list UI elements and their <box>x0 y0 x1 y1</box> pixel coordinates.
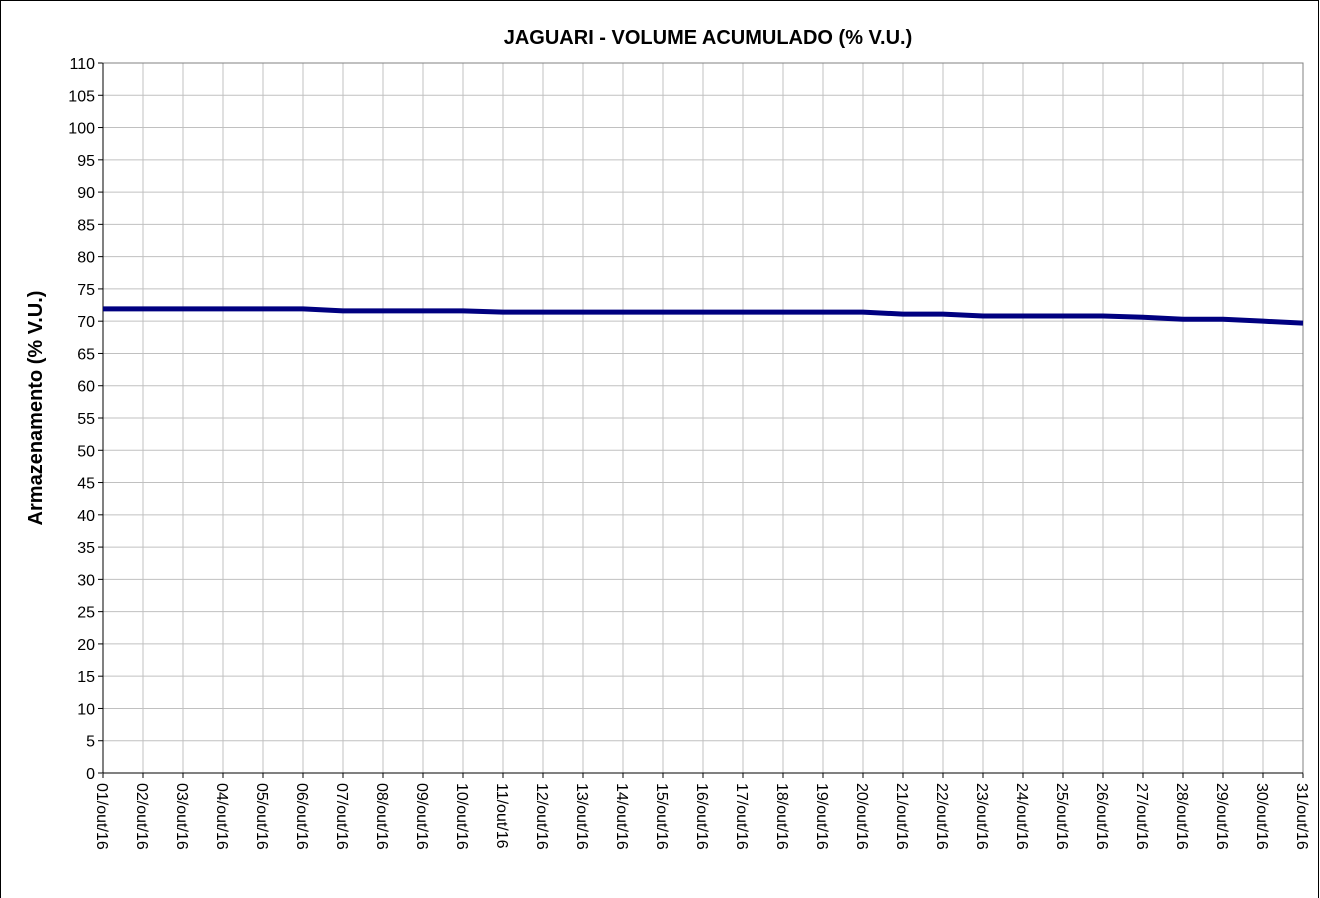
y-tick-label: 55 <box>77 411 95 428</box>
x-tick-label: 16/out/16 <box>693 783 710 850</box>
x-tick-label: 31/out/16 <box>1293 783 1310 850</box>
x-tick-label: 08/out/16 <box>373 783 390 850</box>
y-tick-label: 45 <box>77 476 95 493</box>
y-tick-label: 80 <box>77 250 95 267</box>
x-tick-label: 13/out/16 <box>573 783 590 850</box>
y-tick-label: 25 <box>77 605 95 622</box>
x-tick-label: 18/out/16 <box>773 783 790 850</box>
y-tick-label: 15 <box>77 669 95 686</box>
y-tick-label: 5 <box>86 734 95 751</box>
x-tick-label: 07/out/16 <box>333 783 350 850</box>
y-tick-label: 10 <box>77 701 95 718</box>
x-tick-label: 21/out/16 <box>893 783 910 850</box>
x-tick-label: 09/out/16 <box>413 783 430 850</box>
x-tick-label: 26/out/16 <box>1093 783 1110 850</box>
x-tick-label: 12/out/16 <box>533 783 550 850</box>
y-tick-label: 65 <box>77 346 95 363</box>
x-tick-label: 19/out/16 <box>813 783 830 850</box>
chart-title: JAGUARI - VOLUME ACUMULADO (% V.U.) <box>504 27 913 49</box>
x-tick-label: 25/out/16 <box>1053 783 1070 850</box>
x-tick-label: 03/out/16 <box>173 783 190 850</box>
y-tick-label: 50 <box>77 443 95 460</box>
y-tick-label: 110 <box>69 56 95 73</box>
x-tick-label: 04/out/16 <box>213 783 230 850</box>
x-tick-label: 22/out/16 <box>933 783 950 850</box>
y-tick-label: 60 <box>77 379 95 396</box>
y-tick-label: 105 <box>68 88 95 105</box>
y-tick-label: 90 <box>77 185 95 202</box>
y-tick-label: 75 <box>77 282 95 299</box>
x-tick-label: 05/out/16 <box>253 783 270 850</box>
y-axis-label: Armazenamento (% V.U.) <box>25 291 47 526</box>
x-tick-label: 27/out/16 <box>1133 783 1150 850</box>
y-tick-label: 30 <box>77 572 95 589</box>
y-tick-label: 0 <box>86 766 95 783</box>
x-tick-label: 06/out/16 <box>293 783 310 850</box>
x-tick-label: 28/out/16 <box>1173 783 1190 850</box>
y-tick-label: 85 <box>77 217 95 234</box>
y-tick-label: 40 <box>77 508 95 525</box>
y-tick-label: 95 <box>77 153 95 170</box>
x-tick-label: 24/out/16 <box>1013 783 1030 850</box>
x-tick-label: 10/out/16 <box>453 783 470 850</box>
x-tick-label: 29/out/16 <box>1213 783 1230 850</box>
x-tick-label: 14/out/16 <box>613 783 630 850</box>
x-tick-label: 02/out/16 <box>133 783 150 850</box>
y-tick-label: 35 <box>77 540 95 557</box>
y-tick-label: 20 <box>77 637 95 654</box>
y-tick-label: 70 <box>77 314 95 331</box>
x-tick-label: 30/out/16 <box>1253 783 1270 850</box>
x-tick-label: 11/out/16 <box>493 783 510 849</box>
x-tick-label: 20/out/16 <box>853 783 870 850</box>
y-tick-label: 100 <box>68 121 95 138</box>
x-tick-label: 15/out/16 <box>653 783 670 850</box>
x-tick-label: 01/out/16 <box>93 783 110 850</box>
data-line <box>103 306 1304 326</box>
x-tick-label: 23/out/16 <box>973 783 990 850</box>
x-tick-label: 17/out/16 <box>733 783 750 850</box>
